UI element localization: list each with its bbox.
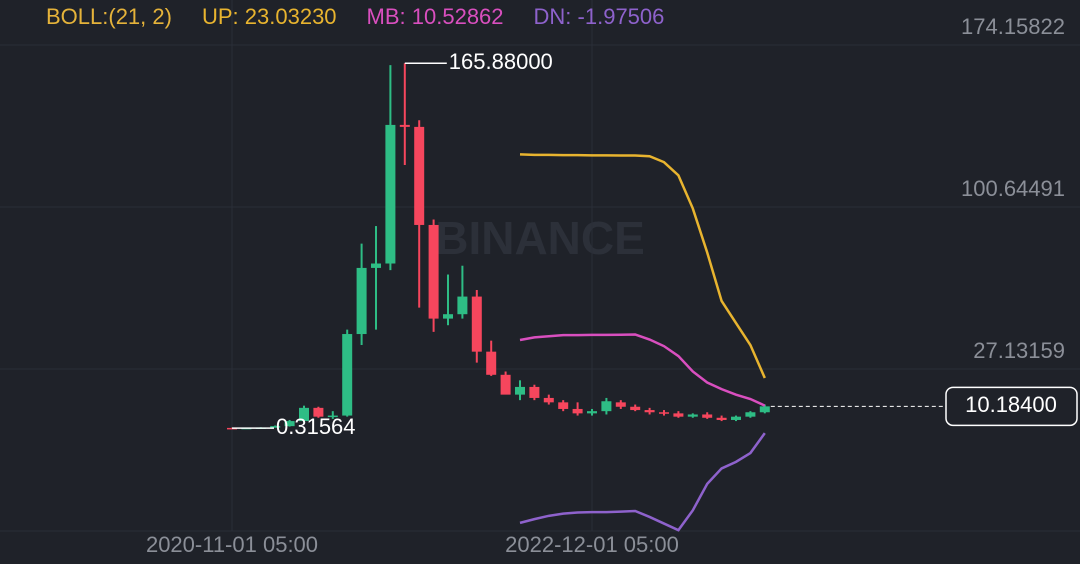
candle-body (500, 374, 511, 395)
candle-body (443, 314, 453, 319)
candle-body (558, 402, 569, 409)
legend-entry: MB: 10.52862 (367, 4, 504, 29)
candle-body (731, 416, 741, 420)
annotation-label: 0.31564 (276, 414, 356, 439)
candle-body (371, 263, 381, 268)
candle-body (486, 351, 497, 375)
candle-body (356, 267, 367, 335)
x-tick-label: 2020-11-01 05:00 (146, 532, 318, 557)
boll-line (519, 333, 766, 407)
candle-body (299, 407, 309, 422)
candle-body (659, 412, 669, 414)
candle-body (543, 397, 554, 403)
candle-body (284, 421, 295, 427)
boll-line (519, 432, 766, 532)
annotation-label: 165.88000 (449, 49, 553, 74)
candle-body (471, 296, 482, 352)
y-tick-label: 174.15822 (961, 14, 1065, 39)
candle-body (428, 224, 439, 319)
y-tick-label: 27.13159 (973, 338, 1065, 363)
candle-body (414, 126, 425, 225)
legend-entry: UP: 23.03230 (202, 4, 337, 29)
candle-body (745, 412, 756, 417)
candle-body (702, 414, 713, 418)
candle-body (644, 410, 655, 413)
candle-body (313, 407, 324, 417)
candle-body (572, 408, 583, 414)
watermark: BINANCE (435, 212, 645, 264)
legend-entry: DN: -1.97506 (534, 4, 665, 29)
candle-body (399, 124, 410, 127)
candle-body (529, 386, 540, 398)
candle-body (687, 414, 698, 417)
candle-body (515, 386, 525, 395)
candle-body (673, 413, 684, 417)
candle-body (601, 401, 612, 412)
candle-body (759, 406, 770, 413)
candle-body (385, 124, 396, 264)
candle-body (342, 334, 353, 416)
x-tick-label: 2022-12-01 05:00 (505, 532, 679, 557)
candle-body (615, 402, 626, 407)
boll-line (519, 153, 766, 379)
candle-body (270, 426, 281, 428)
y-tick-label: 100.64491 (961, 176, 1065, 201)
price-box (945, 386, 1078, 427)
candle-body (716, 417, 727, 420)
candle-body (587, 411, 597, 414)
indicator-label: BOLL:(21, 2) (46, 4, 172, 29)
candle-body (630, 406, 641, 411)
price-label: 10.18400 (965, 392, 1057, 417)
candle-body (457, 296, 468, 315)
candle-body (327, 415, 338, 418)
